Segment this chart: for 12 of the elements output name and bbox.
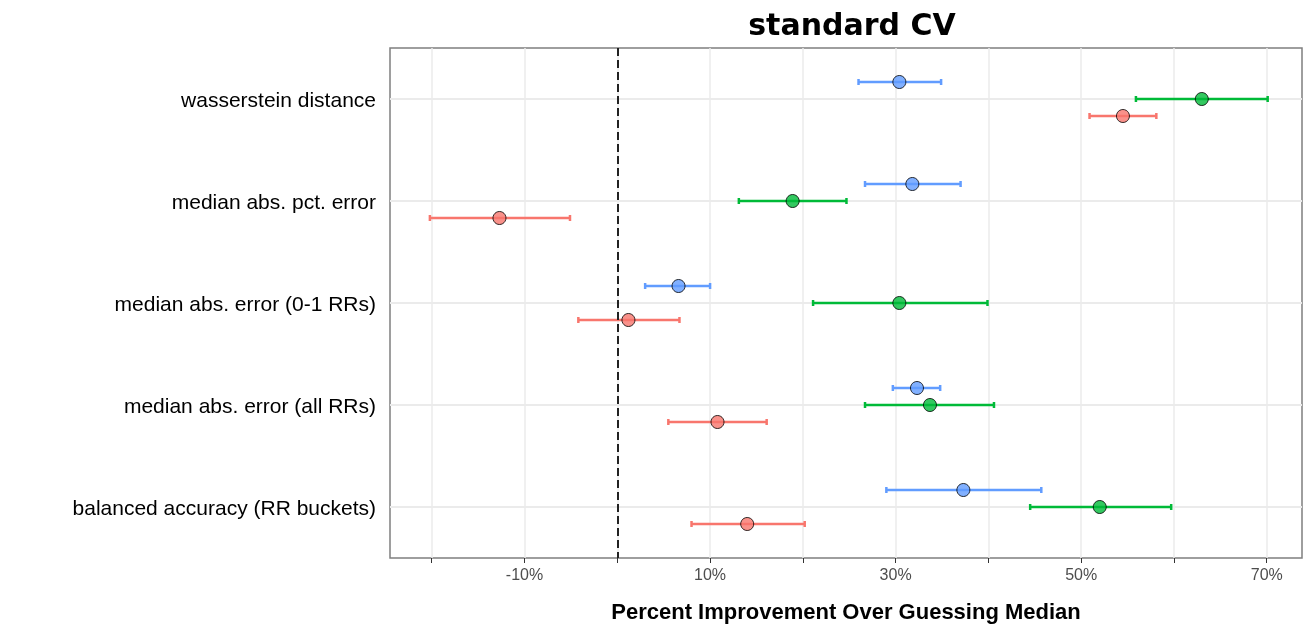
y-tick-label: median abs. pct. error bbox=[171, 189, 376, 213]
x-tick-label: 10% bbox=[694, 565, 727, 583]
y-tick-label: median abs. error (0-1 RRs) bbox=[114, 291, 376, 315]
x-tick-label: 50% bbox=[1065, 565, 1098, 583]
y-tick-label: wasserstein distance bbox=[180, 87, 376, 111]
x-tick-label: -10% bbox=[505, 565, 544, 583]
x-tick-label: 30% bbox=[879, 565, 912, 583]
chart-title: standard CV bbox=[748, 6, 957, 42]
y-tick-label: balanced accuracy (RR buckets) bbox=[72, 495, 376, 519]
y-tick-label: median abs. error (all RRs) bbox=[123, 393, 376, 417]
x-tick-label: 70% bbox=[1250, 565, 1283, 583]
x-axis-title: Percent Improvement Over Guessing Median bbox=[611, 598, 1081, 624]
